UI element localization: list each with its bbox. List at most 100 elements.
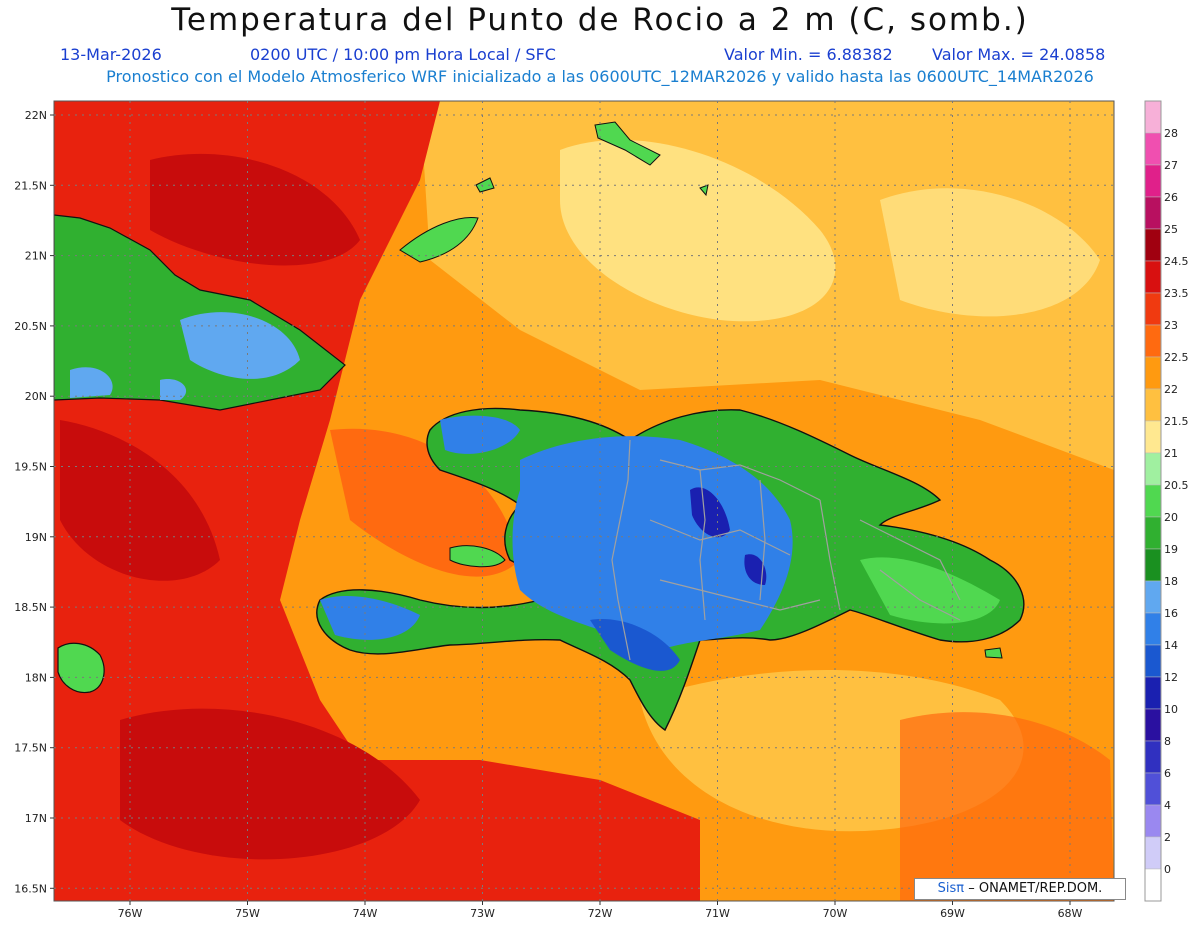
max-value: Valor Max. = 24.0858 (932, 45, 1106, 64)
colorbar-swatch (1144, 740, 1162, 774)
colorbar-swatch (1144, 260, 1162, 294)
ocean-darkred-patch-3 (120, 708, 420, 860)
cuba-blue-area-2 (70, 367, 113, 398)
colorbar-label: 22.5 (1164, 351, 1189, 364)
lon-label: 76W (118, 907, 143, 920)
colorbar-label: 10 (1164, 703, 1178, 716)
colorbar-swatch (1144, 676, 1162, 710)
ocean-orange-band (330, 428, 520, 577)
colorbar-swatch (1144, 356, 1162, 390)
island-turks-caicos (594, 121, 661, 166)
colorbar-swatch (1144, 228, 1162, 262)
colorbar-swatch (1144, 164, 1162, 198)
colorbar-swatch (1144, 324, 1162, 358)
colorbar-label: 20.5 (1164, 479, 1189, 492)
colorbar-label: 0 (1164, 863, 1171, 876)
credit-logo: Sisπ (937, 881, 965, 896)
lon-label: 69W (940, 907, 965, 920)
hispaniola-blue-interior (512, 436, 793, 654)
colorbar-swatch (1144, 100, 1162, 134)
lon-label: 75W (235, 907, 260, 920)
colorbar-label: 4 (1164, 799, 1171, 812)
credit-org: – ONAMET/REP.DOM. (968, 881, 1103, 896)
ocean-darkred-patch (150, 153, 360, 266)
ocean-orange-se (900, 712, 1114, 901)
dewpoint-min-area-2 (744, 554, 767, 585)
latitude-labels: 22N 21.5N 21N 20.5N 20N 19.5N 19N 18.5N 18N 17.5N… (14, 109, 47, 895)
colorbar-label: 16 (1164, 607, 1178, 620)
colorbar-swatch (1144, 196, 1162, 230)
min-value: Valor Min. = 6.88382 (724, 45, 893, 64)
saona-island (984, 647, 1003, 659)
lon-label: 68W (1058, 907, 1083, 920)
colorbar-swatch (1144, 580, 1162, 614)
map-fields (54, 101, 1114, 901)
cuba-blue-area-3 (160, 379, 187, 400)
lat-label: 21.5N (14, 179, 47, 192)
dewpoint-min-area (690, 487, 730, 538)
lat-label: 20N (25, 390, 47, 403)
lat-label: 20.5N (14, 320, 47, 333)
lat-label: 18.5N (14, 601, 47, 614)
colorbar-label: 21 (1164, 447, 1178, 460)
lon-label: 71W (705, 907, 730, 920)
colorbar-label: 14 (1164, 639, 1178, 652)
colorbar-label: 26 (1164, 191, 1178, 204)
lat-label: 21N (25, 250, 47, 263)
lat-label: 19N (25, 531, 47, 544)
colorbar-label: 21.5 (1164, 415, 1189, 428)
colorbar-swatch (1144, 612, 1162, 646)
colorbar-swatch (1144, 484, 1162, 518)
colorbar-swatch (1144, 548, 1162, 582)
island-small (475, 177, 495, 193)
hispaniola-blue-sw (320, 595, 420, 640)
jamaica-landmass (57, 642, 105, 694)
colorbar-swatch (1144, 452, 1162, 486)
cuba-blue-area (180, 312, 300, 379)
colorbar-label: 23.5 (1164, 287, 1189, 300)
colorbar-swatch (1144, 292, 1162, 326)
colorbar-swatch (1144, 772, 1162, 806)
colorbar-label: 12 (1164, 671, 1178, 684)
lat-label: 17.5N (14, 742, 47, 755)
province-borders (611, 439, 961, 661)
colorbar-swatch (1144, 516, 1162, 550)
credit-box: Sisπ – ONAMET/REP.DOM. (914, 878, 1126, 900)
colorbar-label: 2 (1164, 831, 1171, 844)
lat-label: 22N (25, 109, 47, 122)
lat-label: 18N (25, 671, 47, 684)
colorbar-label: 19 (1164, 543, 1178, 556)
lon-label: 73W (470, 907, 495, 920)
plot-frame (53, 100, 1115, 902)
colorbar-label: 23 (1164, 319, 1178, 332)
colorbar-swatch (1144, 388, 1162, 422)
ocean-yellow-patch-2 (880, 188, 1100, 317)
colorbar-swatch (1144, 644, 1162, 678)
colorbar-label: 20 (1164, 511, 1178, 524)
map-title: Temperatura del Punto de Rocio a 2 m (C,… (171, 2, 1029, 38)
colorbar-label: 24.5 (1164, 255, 1189, 268)
colorbar-label: 28 (1164, 127, 1178, 140)
colorbar: 2827262524.523.52322.52221.52120.5201918… (1144, 100, 1189, 902)
dewpoint-low-south (590, 619, 680, 671)
colorbar-label: 27 (1164, 159, 1178, 172)
forecast-date: 13-Mar-2026 (60, 45, 162, 64)
lat-label: 19.5N (14, 461, 47, 474)
model-subtitle: Pronostico con el Modelo Atmosferico WRF… (106, 67, 1094, 86)
colorbar-swatch (1144, 420, 1162, 454)
colorbar-label: 25 (1164, 223, 1178, 236)
lat-label: 17N (25, 812, 47, 825)
colorbar-swatch (1144, 132, 1162, 166)
lon-label: 72W (588, 907, 613, 920)
colorbar-swatch (1144, 836, 1162, 870)
gonave-island (449, 545, 506, 568)
ocean-darkred-patch-2 (60, 420, 220, 581)
island-great-inagua (399, 216, 479, 263)
lon-label: 70W (823, 907, 848, 920)
colorbar-swatch (1144, 868, 1162, 902)
colorbar-label: 8 (1164, 735, 1171, 748)
lon-label: 74W (353, 907, 378, 920)
lat-label: 16.5N (14, 882, 47, 895)
forecast-time: 0200 UTC / 10:00 pm Hora Local / SFC (250, 45, 556, 64)
